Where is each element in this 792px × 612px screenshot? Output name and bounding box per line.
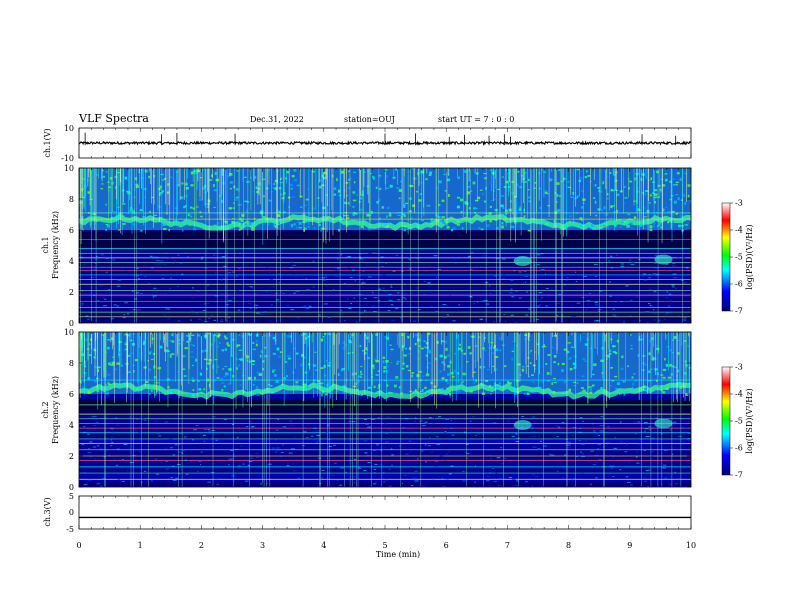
- ch2-colorbar: [721, 366, 731, 476]
- x-tick-label: 8: [566, 541, 571, 550]
- x-axis: 0 1 2 3 4 5 6 7 8 9 10: [76, 541, 696, 550]
- ch2-quiet-band: [79, 400, 691, 413]
- start-time-label: start UT = 7 : 0 : 0: [438, 115, 514, 124]
- ch2-ytick-label: 2: [69, 452, 74, 461]
- ch3-waveform-ylabel: ch.3(V): [43, 497, 52, 526]
- ch2-colorbar-tick: -5: [735, 417, 743, 426]
- ch1-colorbar-tick: -3: [735, 199, 743, 208]
- ch2-emission-band: [79, 332, 691, 394]
- ch2-spectrogram-ylabel: Frequency (kHz): [51, 376, 60, 444]
- x-tick-label: 7: [505, 541, 510, 550]
- ch3-ytick-bottom: -5: [66, 525, 74, 534]
- ch1-spectrogram-channel: ch.1: [41, 236, 50, 253]
- ch3-waveform-panel: 5 0 -5 ch.3(V): [43, 492, 692, 534]
- ch1-ytick-label: 8: [69, 195, 74, 204]
- ch1-quiet-band: [79, 231, 691, 249]
- ch2-ytick-label: 8: [69, 359, 74, 368]
- ch1-colorbar-tick: -7: [735, 307, 743, 316]
- ch1-colorbar-label: log(PSD)(V²/Hz): [745, 224, 754, 289]
- ch1-ytick-label: 10: [64, 164, 74, 173]
- x-axis-label: Time (min): [376, 550, 420, 559]
- ch1-ytick-label: 0: [69, 319, 74, 328]
- x-tick-label: 0: [76, 541, 81, 550]
- ch2-colorbar-tick: -7: [735, 471, 743, 480]
- ch2-ytick-label: 0: [69, 483, 74, 492]
- ch1-ytick-top: 10: [64, 124, 74, 133]
- ch1-ytick-bottom: -10: [61, 154, 74, 163]
- x-tick-label: 9: [627, 541, 632, 550]
- x-tick-label: 2: [199, 541, 204, 550]
- ch2-ytick-label: 10: [64, 328, 74, 337]
- x-tick-label: 5: [382, 541, 387, 550]
- ch2-colorbar-label: log(PSD)(V²/Hz): [745, 388, 754, 453]
- date-label: Dec.31, 2022: [250, 115, 304, 124]
- ch1-colorbar-tick: -5: [735, 253, 743, 262]
- ch2-colorbar-tick: -6: [735, 444, 743, 453]
- ch1-waveform-panel: 10 -10 ch.1(V): [43, 124, 692, 163]
- ch2-colorbar-tick: -3: [735, 363, 743, 372]
- ch3-ytick-middle: 0: [69, 508, 74, 517]
- ch3-waveform-frame: [78, 495, 692, 530]
- ch2-spectrogram-channel: ch.2: [41, 401, 50, 418]
- station-label: station=OUJ: [344, 115, 395, 124]
- ch3-ytick-top: 5: [69, 492, 74, 501]
- figure-title: VLF Spectra: [78, 112, 149, 125]
- ch1-colorbar-tick: -6: [735, 280, 743, 289]
- ch2-colorbar-tick: -4: [735, 390, 743, 399]
- ch1-waveform-ylabel: ch.1(V): [43, 128, 52, 157]
- x-tick-label: 1: [138, 541, 143, 550]
- ch1-ytick-label: 2: [69, 288, 74, 297]
- ch2-ytick-label: 4: [69, 421, 74, 430]
- x-tick-label: 10: [686, 541, 696, 550]
- ch1-ytick-label: 4: [69, 257, 74, 266]
- ch1-colorbar: [721, 202, 731, 312]
- ch1-colorbar-tick: -4: [735, 226, 743, 235]
- ch1-spectrogram-ylabel: Frequency (kHz): [51, 211, 60, 279]
- ch1-ytick-label: 6: [69, 226, 74, 235]
- x-tick-label: 4: [321, 541, 326, 550]
- ch2-ytick-label: 6: [69, 390, 74, 399]
- x-tick-label: 3: [260, 541, 265, 550]
- x-tick-label: 6: [444, 541, 449, 550]
